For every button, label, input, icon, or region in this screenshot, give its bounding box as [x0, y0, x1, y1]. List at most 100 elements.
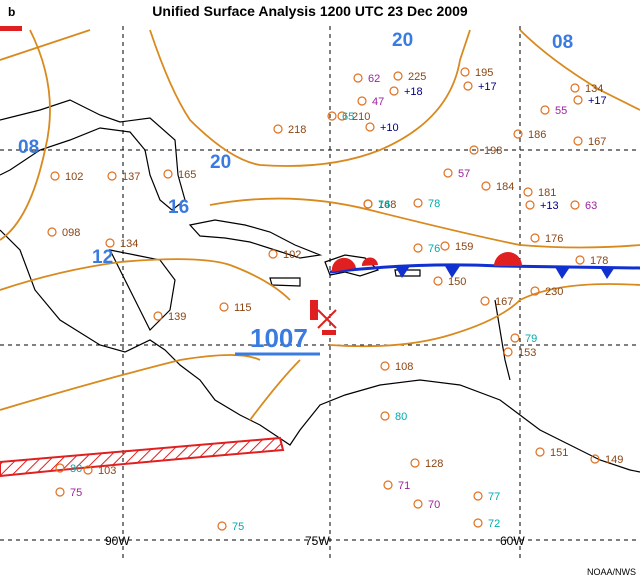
station-circle — [473, 518, 483, 528]
station-circle — [365, 122, 375, 132]
station-value: 102 — [283, 249, 301, 261]
station-circle — [357, 96, 367, 106]
station-circle — [413, 499, 423, 509]
station-value: 62 — [368, 73, 380, 85]
cold-front — [329, 263, 640, 274]
station-circle — [513, 129, 523, 139]
station-circle — [217, 521, 227, 531]
station-circle — [219, 302, 229, 312]
station-circle — [433, 276, 443, 286]
station-circle — [163, 169, 173, 179]
station-value: 137 — [122, 171, 140, 183]
isobar-label: 08 — [18, 137, 39, 158]
isobar — [329, 283, 640, 348]
station-value: 76 — [428, 243, 440, 255]
station-circle — [463, 81, 473, 91]
front-fragment — [0, 26, 22, 31]
station-value: 71 — [398, 480, 410, 492]
station-circle — [443, 168, 453, 178]
puerto-rico — [394, 269, 421, 277]
isobar — [519, 29, 640, 111]
station-value: 70 — [428, 499, 440, 511]
isobar-label: 08 — [552, 32, 573, 53]
station-value: 176 — [545, 233, 563, 245]
station-value: 225 — [408, 71, 426, 83]
station-circle — [380, 411, 390, 421]
station-circle — [570, 83, 580, 93]
yucatan — [108, 249, 176, 332]
station-circle — [327, 111, 337, 121]
hispaniola — [324, 254, 380, 277]
station-value: 186 — [528, 129, 546, 141]
low-x — [317, 309, 337, 329]
station-circle — [480, 296, 490, 306]
gulf-coast — [0, 99, 186, 211]
station-circle — [413, 198, 423, 208]
grid — [0, 26, 640, 560]
station-circle — [590, 454, 600, 464]
station-circle — [50, 171, 60, 181]
low-marker — [310, 300, 318, 320]
station-circle — [380, 361, 390, 371]
station-value: 55 — [555, 105, 567, 117]
station-circle — [523, 187, 533, 197]
station-value: 72 — [488, 518, 500, 530]
station-value: +17 — [588, 95, 607, 107]
station-value: 150 — [448, 276, 466, 288]
station-circle — [540, 105, 550, 115]
station-circle — [363, 199, 373, 209]
station-value: +13 — [540, 200, 559, 212]
trough-band — [0, 436, 285, 478]
station-value: 149 — [605, 454, 623, 466]
lesser-antilles — [494, 299, 511, 381]
station-value: 128 — [425, 458, 443, 470]
station-circle — [530, 286, 540, 296]
isobar-label: 20 — [210, 152, 231, 173]
station-value: 218 — [288, 124, 306, 136]
isobar-label: 12 — [92, 247, 113, 268]
station-value: 181 — [538, 187, 556, 199]
station-value: 198 — [484, 145, 502, 157]
coastlines — [0, 99, 640, 473]
station-circle — [573, 136, 583, 146]
station-value: 167 — [588, 136, 606, 148]
station-value: 102 — [65, 171, 83, 183]
station-circle — [413, 243, 423, 253]
station-value: 134 — [585, 83, 603, 95]
station-circle — [107, 171, 117, 181]
station-circle — [575, 255, 585, 265]
map-title: Unified Surface Analysis 1200 UTC 23 Dec… — [152, 3, 468, 19]
station-value: 195 — [475, 67, 493, 79]
station-circle — [525, 200, 535, 210]
station-value: 168 — [378, 199, 396, 211]
isobar — [149, 29, 471, 167]
station-value: 167 — [495, 296, 513, 308]
station-circle — [440, 241, 450, 251]
station-circle — [55, 463, 65, 473]
low-center: 1007 — [235, 300, 337, 356]
station-circle — [410, 458, 420, 468]
station-circle — [510, 333, 520, 343]
meridian-label: 75W — [305, 534, 330, 548]
station-circle — [570, 200, 580, 210]
warm-front-bumps — [331, 252, 522, 272]
front-triangles — [395, 266, 615, 279]
station-circle — [83, 465, 93, 475]
station-value: 75 — [232, 521, 244, 533]
meridian-label: 90W — [105, 534, 130, 548]
isobars — [0, 29, 640, 421]
isobar — [209, 197, 640, 249]
station-value: 210 — [352, 111, 370, 123]
station-circle — [481, 181, 491, 191]
station-value: 165 — [178, 169, 196, 181]
station-circle — [393, 71, 403, 81]
station-value: +17 — [478, 81, 497, 93]
station-value: 115 — [234, 302, 252, 314]
station-value: 230 — [545, 286, 563, 298]
jamaica — [269, 277, 301, 287]
station-value: 47 — [372, 96, 384, 108]
station-circle — [503, 347, 513, 357]
isobar-label: 16 — [168, 197, 189, 218]
station-circle — [535, 447, 545, 457]
